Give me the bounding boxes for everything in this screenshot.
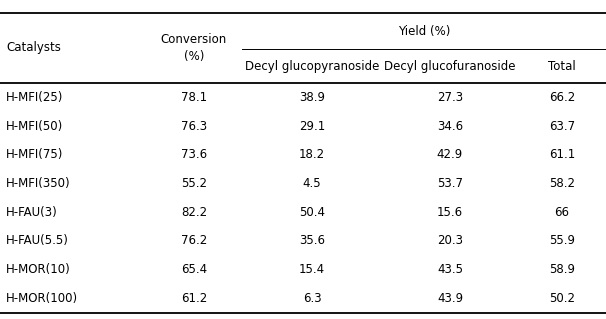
Text: 73.6: 73.6 bbox=[181, 148, 207, 161]
Text: 50.2: 50.2 bbox=[549, 292, 575, 305]
Text: 82.2: 82.2 bbox=[181, 206, 207, 219]
Text: 6.3: 6.3 bbox=[303, 292, 321, 305]
Text: Decyl glucofuranoside: Decyl glucofuranoside bbox=[384, 60, 516, 73]
Text: H-MFI(75): H-MFI(75) bbox=[6, 148, 64, 161]
Text: 42.9: 42.9 bbox=[437, 148, 463, 161]
Text: 20.3: 20.3 bbox=[437, 234, 463, 247]
Text: H-FAU(3): H-FAU(3) bbox=[6, 206, 58, 219]
Text: 38.9: 38.9 bbox=[299, 91, 325, 104]
Text: H-MOR(10): H-MOR(10) bbox=[6, 263, 71, 276]
Text: 15.6: 15.6 bbox=[437, 206, 463, 219]
Text: Total: Total bbox=[548, 60, 576, 73]
Text: 18.2: 18.2 bbox=[299, 148, 325, 161]
Text: 78.1: 78.1 bbox=[181, 91, 207, 104]
Text: 65.4: 65.4 bbox=[181, 263, 207, 276]
Text: H-MFI(25): H-MFI(25) bbox=[6, 91, 64, 104]
Text: Decyl glucopyranoside: Decyl glucopyranoside bbox=[245, 60, 379, 73]
Text: 43.5: 43.5 bbox=[437, 263, 463, 276]
Text: H-MOR(100): H-MOR(100) bbox=[6, 292, 78, 305]
Text: 76.2: 76.2 bbox=[181, 234, 207, 247]
Text: Catalysts: Catalysts bbox=[6, 41, 61, 54]
Text: 4.5: 4.5 bbox=[303, 177, 321, 190]
Text: 55.9: 55.9 bbox=[549, 234, 575, 247]
Text: 29.1: 29.1 bbox=[299, 120, 325, 132]
Text: 63.7: 63.7 bbox=[549, 120, 575, 132]
Text: 53.7: 53.7 bbox=[437, 177, 463, 190]
Text: H-FAU(5.5): H-FAU(5.5) bbox=[6, 234, 69, 247]
Text: Conversion
(%): Conversion (%) bbox=[161, 33, 227, 63]
Text: 66: 66 bbox=[554, 206, 570, 219]
Text: 61.1: 61.1 bbox=[549, 148, 575, 161]
Text: Yield (%): Yield (%) bbox=[398, 25, 450, 38]
Text: 15.4: 15.4 bbox=[299, 263, 325, 276]
Text: 58.9: 58.9 bbox=[549, 263, 575, 276]
Text: 58.2: 58.2 bbox=[549, 177, 575, 190]
Text: 50.4: 50.4 bbox=[299, 206, 325, 219]
Text: H-MFI(350): H-MFI(350) bbox=[6, 177, 71, 190]
Text: 43.9: 43.9 bbox=[437, 292, 463, 305]
Text: H-MFI(50): H-MFI(50) bbox=[6, 120, 63, 132]
Text: 34.6: 34.6 bbox=[437, 120, 463, 132]
Text: 35.6: 35.6 bbox=[299, 234, 325, 247]
Text: 66.2: 66.2 bbox=[549, 91, 575, 104]
Text: 27.3: 27.3 bbox=[437, 91, 463, 104]
Text: 76.3: 76.3 bbox=[181, 120, 207, 132]
Text: 55.2: 55.2 bbox=[181, 177, 207, 190]
Text: 61.2: 61.2 bbox=[181, 292, 207, 305]
